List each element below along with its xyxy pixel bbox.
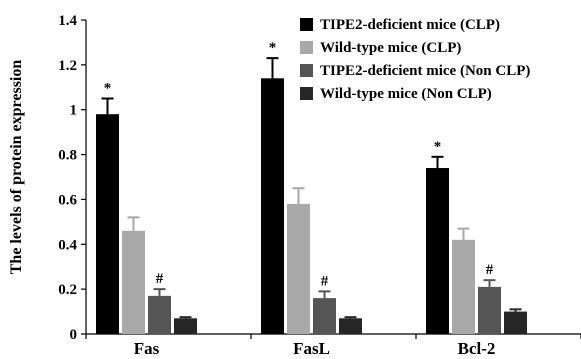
x-tick-label: FasL	[293, 339, 330, 358]
y-tick-label: 0.8	[58, 148, 77, 164]
significance-mark: *	[104, 81, 112, 97]
significance-mark: #	[321, 273, 329, 289]
bar	[148, 295, 171, 334]
legend-label: TIPE2-deficient mice (CLP)	[320, 17, 500, 33]
significance-mark: #	[486, 262, 494, 278]
bar	[122, 230, 145, 334]
y-axis: 0 0.2 0.4 0.6 0.8 1 1.2 1.4	[58, 13, 87, 343]
legend-label: Wild-type mice (Non CLP)	[320, 86, 492, 102]
bar	[339, 318, 362, 334]
significance-mark: #	[156, 271, 164, 287]
significance-mark: *	[434, 139, 442, 155]
y-tick-label: 1.2	[58, 58, 77, 74]
legend-swatch	[300, 87, 313, 100]
x-tick-label: Fas	[134, 339, 160, 358]
y-tick-label: 0.4	[58, 237, 77, 253]
bar	[452, 239, 475, 334]
legend-label: TIPE2-deficient mice (Non CLP)	[320, 63, 530, 79]
bar	[261, 78, 284, 334]
bar	[313, 298, 336, 334]
bar	[504, 311, 527, 334]
legend-swatch	[300, 18, 313, 31]
bar	[287, 203, 310, 334]
legend: TIPE2-deficient mice (CLP) Wild-type mice…	[300, 17, 530, 102]
x-tick-label: Bcl-2	[458, 339, 496, 358]
y-tick-label: 1	[70, 103, 78, 119]
y-tick-label: 0.6	[58, 192, 77, 208]
bar	[426, 168, 449, 334]
y-tick-label: 1.4	[58, 13, 77, 29]
x-axis: Fas FasL Bcl-2	[85, 333, 581, 358]
bar	[96, 114, 119, 334]
legend-swatch	[300, 64, 313, 77]
significance-mark: *	[269, 40, 277, 56]
bar-group: * # * # * #	[96, 40, 527, 334]
y-axis-title: The levels of protein expression	[8, 60, 25, 275]
y-tick-label: 0.2	[58, 282, 77, 298]
legend-swatch	[300, 41, 313, 54]
bar	[174, 318, 197, 334]
legend-label: Wild-type mice (CLP)	[320, 40, 461, 56]
y-tick-label: 0	[70, 327, 78, 343]
bar	[478, 286, 501, 334]
